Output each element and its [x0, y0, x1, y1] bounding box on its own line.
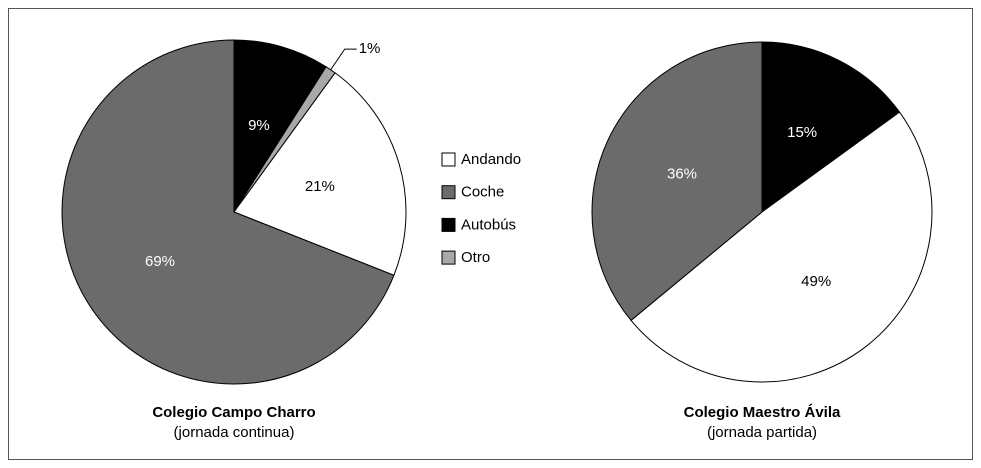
pie-slice: [233, 39, 327, 214]
chart-title: Colegio Maestro Ávila: [684, 404, 841, 421]
leader-line: [330, 48, 357, 71]
legend-label: Otro: [461, 249, 490, 266]
legend-swatch: [441, 185, 456, 200]
pie-slice: [591, 41, 763, 322]
legend-swatch: [441, 217, 456, 232]
legend-swatch: [441, 250, 456, 265]
pie-slice: [630, 111, 933, 383]
chart-subtitle: (jornada continua): [174, 424, 295, 441]
pie-slice: [761, 41, 901, 213]
chart-title: Colegio Campo Charro: [152, 404, 315, 421]
legend-label: Andando: [461, 151, 521, 168]
legend-label: Autobús: [461, 216, 516, 233]
value-label: 36%: [667, 165, 697, 182]
value-label: 1%: [359, 40, 381, 57]
value-label: 9%: [248, 117, 270, 134]
value-label: 21%: [305, 178, 335, 195]
value-label: 69%: [145, 253, 175, 270]
legend-label: Coche: [461, 184, 504, 201]
pie-slice: [61, 39, 395, 385]
value-label: 15%: [787, 124, 817, 141]
legend-swatch: [441, 152, 456, 167]
pie-slice: [233, 72, 407, 276]
value-label: 49%: [801, 273, 831, 290]
chart-subtitle: (jornada partida): [707, 424, 817, 441]
